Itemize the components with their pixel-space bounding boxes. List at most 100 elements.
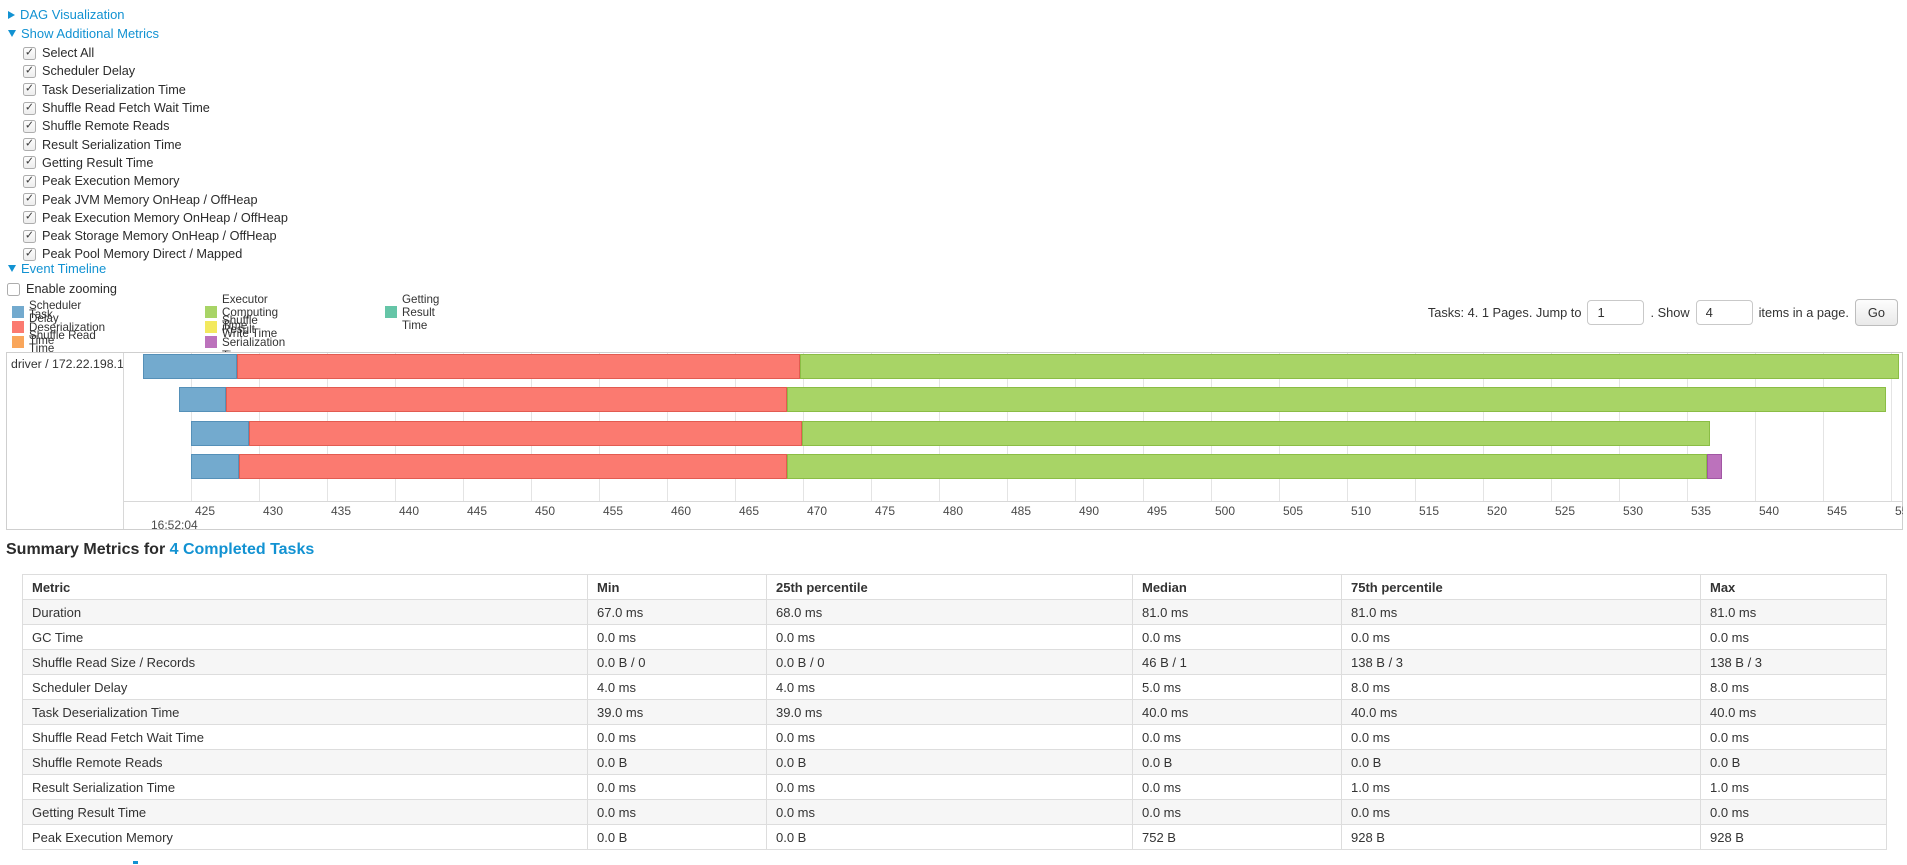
axis-tick-label: 430 bbox=[263, 504, 284, 518]
task-bar-segment-scheduler-delay[interactable] bbox=[143, 354, 237, 379]
metric-checkbox[interactable]: ✓ bbox=[23, 46, 36, 60]
timeline-group-column: driver / 172.22.198.104 bbox=[7, 353, 124, 529]
metric-checkbox[interactable]: ✓ bbox=[23, 119, 36, 133]
metric-checkbox[interactable]: ✓ bbox=[23, 101, 36, 115]
dag-visualization-toggle[interactable]: DAG Visualization bbox=[8, 7, 125, 22]
task-bar-segment-task-deserialization[interactable] bbox=[237, 354, 800, 379]
additional-metrics-list: ✓ Select All ✓ Scheduler Delay ✓ Task Deseria… bbox=[23, 44, 288, 264]
task-bar-segment-scheduler-delay[interactable] bbox=[191, 454, 239, 479]
metric-checkbox-row: ✓ Select All bbox=[23, 44, 288, 62]
task-bar-segment-scheduler-delay[interactable] bbox=[191, 421, 249, 446]
table-column-header: 25th percentile bbox=[766, 574, 1133, 600]
show-additional-metrics-toggle[interactable]: Show Additional Metrics bbox=[8, 26, 159, 41]
legend-column: Getting Result Time bbox=[385, 293, 439, 332]
metric-value-cell: 0.0 ms bbox=[587, 724, 767, 750]
axis-tick-label: 425 bbox=[195, 504, 216, 518]
axis-tick-label: 455 bbox=[603, 504, 624, 518]
check-mark-icon: ✓ bbox=[24, 82, 35, 95]
task-bar-segment-executor-computing[interactable] bbox=[787, 454, 1707, 479]
go-button[interactable]: Go bbox=[1854, 298, 1898, 326]
task-bar-segment-scheduler-delay[interactable] bbox=[179, 387, 226, 412]
table-header-row: Metric Min 25th percentile Median 75th perce… bbox=[22, 574, 1887, 600]
axis-tick-label: 485 bbox=[1011, 504, 1032, 518]
metric-value-cell: 0.0 ms bbox=[1700, 724, 1887, 750]
metric-value-cell: 0.0 ms bbox=[766, 624, 1133, 650]
items-per-page-input[interactable] bbox=[1695, 299, 1753, 325]
metric-checkbox-label: Peak Execution Memory OnHeap / OffHeap bbox=[42, 210, 288, 225]
metric-checkbox-label: Shuffle Remote Reads bbox=[42, 119, 170, 134]
legend-label: Scheduler Delay bbox=[29, 299, 82, 326]
metric-checkbox[interactable]: ✓ bbox=[23, 174, 36, 188]
legend-label: Executor Computing Time bbox=[222, 292, 279, 332]
task-bar-segment-executor-computing[interactable] bbox=[800, 354, 1899, 379]
completed-tasks-link[interactable]: 4 Completed Tasks bbox=[169, 541, 315, 558]
metric-value-cell: 4.0 ms bbox=[587, 674, 767, 700]
metric-value-cell: 39.0 ms bbox=[587, 699, 767, 725]
metric-checkbox-label: Scheduler Delay bbox=[42, 64, 136, 79]
task-bar-segment-result-serialization[interactable] bbox=[1707, 454, 1722, 479]
metric-checkbox[interactable]: ✓ bbox=[23, 156, 36, 170]
table-row: Task Deserialization Time 39.0 ms 39.0 ms 4… bbox=[22, 699, 1887, 725]
metric-value-cell: 0.0 ms bbox=[1132, 724, 1342, 750]
metric-value-cell: 0.0 ms bbox=[1132, 624, 1342, 650]
metric-value-cell: 1.0 ms bbox=[1341, 774, 1701, 800]
caret-down-icon bbox=[8, 30, 16, 37]
metric-value-cell: 81.0 ms bbox=[1132, 599, 1342, 625]
metric-value-cell: 928 B bbox=[1341, 824, 1701, 850]
check-mark-icon: ✓ bbox=[24, 137, 35, 150]
task-bar-segment-task-deserialization[interactable] bbox=[226, 387, 787, 412]
caret-right-icon bbox=[8, 10, 15, 19]
event-timeline-toggle[interactable]: Event Timeline bbox=[8, 261, 106, 276]
metric-value-cell: 0.0 ms bbox=[1132, 774, 1342, 800]
enable-zooming-checkbox[interactable] bbox=[7, 282, 20, 296]
check-mark-icon: ✓ bbox=[24, 229, 35, 242]
summary-metrics-heading: Summary Metrics for 4 Completed Tasks bbox=[6, 541, 314, 559]
metric-checkbox-row: ✓ Peak Execution Memory OnHeap / OffHeap bbox=[23, 209, 288, 227]
metric-checkbox[interactable]: ✓ bbox=[23, 64, 36, 78]
grid-line bbox=[1891, 353, 1892, 501]
metric-name-cell: Getting Result Time bbox=[22, 799, 588, 825]
check-mark-icon: ✓ bbox=[24, 46, 35, 59]
legend-swatch-scheduler-delay bbox=[12, 306, 24, 319]
jump-to-page-input[interactable] bbox=[1587, 299, 1645, 325]
metric-value-cell: 0.0 ms bbox=[587, 624, 767, 650]
table-column-header: Max bbox=[1700, 574, 1887, 600]
grid-line bbox=[1755, 353, 1756, 501]
metric-checkbox-row: ✓ Scheduler Delay bbox=[23, 62, 288, 80]
dag-visualization-label: DAG Visualization bbox=[20, 7, 125, 22]
metric-value-cell: 138 B / 3 bbox=[1700, 649, 1887, 675]
pagination-suffix: items in a page. bbox=[1758, 304, 1849, 320]
metric-checkbox[interactable]: ✓ bbox=[23, 193, 36, 207]
metric-checkbox[interactable]: ✓ bbox=[23, 247, 36, 261]
task-bar-segment-executor-computing[interactable] bbox=[787, 387, 1886, 412]
table-row: Shuffle Read Fetch Wait Time 0.0 ms 0.0 ms… bbox=[22, 724, 1887, 750]
axis-tick-label: 460 bbox=[671, 504, 692, 518]
axis-tick-label: 545 bbox=[1827, 504, 1848, 518]
metric-checkbox[interactable]: ✓ bbox=[23, 137, 36, 152]
grid-line bbox=[1823, 353, 1824, 501]
metric-value-cell: 67.0 ms bbox=[587, 599, 767, 625]
axis-tick-label: 465 bbox=[739, 504, 760, 518]
axis-tick-label: 500 bbox=[1215, 504, 1236, 518]
legend-item: Shuffle Write Time bbox=[205, 314, 285, 340]
legend-swatch-shuffle-write bbox=[205, 321, 217, 334]
metric-value-cell: 0.0 ms bbox=[766, 799, 1133, 825]
metric-value-cell: 0.0 B bbox=[587, 749, 767, 775]
executor-group-label: driver / 172.22.198.104 bbox=[11, 357, 123, 371]
metric-value-cell: 0.0 B bbox=[766, 749, 1133, 775]
task-bar-segment-task-deserialization[interactable] bbox=[249, 421, 802, 446]
task-bar-segment-task-deserialization[interactable] bbox=[239, 454, 787, 479]
metric-value-cell: 0.0 ms bbox=[1341, 799, 1701, 825]
check-mark-icon: ✓ bbox=[24, 174, 35, 187]
axis-tick-label: 530 bbox=[1623, 504, 1644, 518]
pagination-mid: . Show bbox=[1650, 304, 1690, 320]
metric-name-cell: Task Deserialization Time bbox=[22, 699, 588, 725]
axis-tick-label: 550 bbox=[1895, 504, 1903, 518]
metric-name-cell: Shuffle Remote Reads bbox=[22, 749, 588, 775]
metric-value-cell: 0.0 B bbox=[587, 824, 767, 850]
metric-checkbox[interactable]: ✓ bbox=[23, 82, 36, 97]
task-bar-segment-executor-computing[interactable] bbox=[802, 421, 1710, 446]
metric-checkbox[interactable]: ✓ bbox=[23, 229, 36, 243]
metric-checkbox-label: Getting Result Time bbox=[42, 155, 154, 170]
metric-checkbox[interactable]: ✓ bbox=[23, 211, 36, 225]
